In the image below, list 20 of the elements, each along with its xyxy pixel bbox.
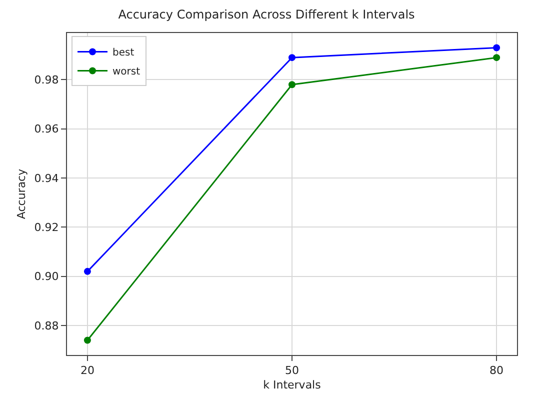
y-tick-label: 0.94: [34, 172, 59, 185]
y-tick-label: 0.98: [34, 74, 59, 87]
x-tick-label: 50: [285, 364, 299, 378]
y-axis-title: Accuracy: [14, 168, 28, 220]
y-tick-label: 0.92: [34, 221, 59, 234]
point: [84, 268, 91, 275]
legend-label: worst: [112, 66, 140, 78]
x-tick-label: 80: [490, 364, 504, 378]
legend-label: best: [112, 48, 134, 59]
point: [493, 44, 500, 52]
point: [493, 54, 500, 62]
point: [84, 336, 91, 344]
x-axis-title: k Intervals: [263, 378, 322, 392]
x-tick-label: 20: [80, 364, 94, 378]
point: [288, 81, 296, 88]
y-tick-label: 0.96: [34, 122, 59, 136]
chart-title: Accuracy Comparison Across Different k Intervals: [118, 7, 415, 22]
y-tick-label: 0.90: [34, 270, 59, 284]
point: [288, 54, 296, 62]
y-tick-label: 0.88: [34, 319, 59, 332]
